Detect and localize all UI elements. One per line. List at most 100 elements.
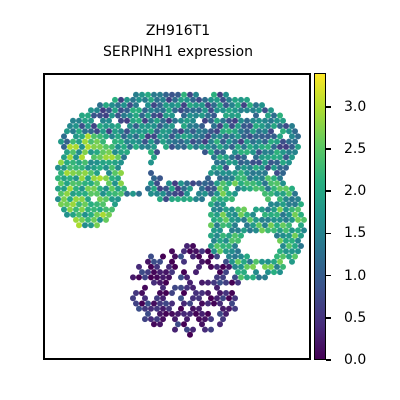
expression-spot bbox=[217, 175, 223, 182]
expression-spot bbox=[235, 143, 241, 150]
expression-spot bbox=[172, 138, 178, 145]
expression-spot bbox=[274, 201, 280, 208]
expression-spot bbox=[283, 248, 289, 255]
expression-spot bbox=[109, 164, 115, 171]
expression-spot bbox=[214, 149, 220, 156]
expression-spot bbox=[184, 284, 190, 291]
expression-spot bbox=[106, 211, 112, 218]
expression-spot bbox=[253, 102, 259, 109]
expression-spot bbox=[283, 164, 289, 171]
expression-spot bbox=[241, 269, 247, 276]
expression-spot bbox=[220, 96, 226, 103]
expression-spot bbox=[289, 237, 295, 244]
expression-spot bbox=[208, 117, 214, 124]
expression-spot bbox=[169, 143, 175, 150]
expression-spot bbox=[217, 300, 223, 307]
expression-spot bbox=[115, 102, 121, 109]
expression-spot bbox=[133, 102, 139, 109]
expression-spot bbox=[229, 206, 235, 213]
expression-spot bbox=[196, 253, 202, 260]
expression-spot bbox=[274, 253, 280, 260]
expression-spot bbox=[295, 227, 301, 234]
expression-spot bbox=[151, 185, 157, 192]
expression-spot bbox=[247, 143, 253, 150]
expression-spot bbox=[238, 128, 244, 135]
expression-spot bbox=[187, 300, 193, 307]
expression-spot bbox=[130, 107, 136, 114]
expression-spot bbox=[130, 138, 136, 145]
expression-spot bbox=[220, 243, 226, 249]
expression-spot bbox=[94, 107, 100, 114]
expression-spot bbox=[172, 96, 178, 103]
expression-spot bbox=[154, 180, 160, 187]
expression-spot bbox=[136, 107, 142, 114]
expression-spot bbox=[268, 128, 274, 135]
expression-spot bbox=[154, 295, 160, 302]
expression-spot bbox=[211, 300, 217, 307]
expression-spot bbox=[205, 112, 211, 119]
expression-spot bbox=[196, 295, 202, 302]
expression-spot bbox=[145, 258, 151, 265]
expression-spot bbox=[253, 258, 259, 265]
expression-spot bbox=[58, 159, 64, 166]
expression-spot bbox=[187, 248, 193, 255]
expression-spot bbox=[235, 227, 241, 234]
expression-spot bbox=[97, 143, 103, 150]
expression-spot bbox=[58, 170, 64, 176]
expression-spot bbox=[208, 232, 214, 239]
expression-spot bbox=[226, 222, 232, 229]
expression-spot bbox=[172, 284, 178, 291]
expression-spot bbox=[145, 112, 151, 119]
expression-spot bbox=[223, 248, 229, 255]
expression-spot bbox=[88, 211, 94, 218]
expression-spot bbox=[88, 138, 94, 145]
expression-spot bbox=[211, 91, 217, 98]
expression-spot bbox=[232, 232, 238, 239]
expression-spot bbox=[208, 243, 214, 249]
expression-spot bbox=[103, 112, 109, 119]
expression-spot bbox=[214, 107, 220, 114]
expression-spot bbox=[229, 290, 235, 296]
expression-spot bbox=[229, 143, 235, 150]
expression-spot bbox=[124, 138, 130, 145]
expression-spot bbox=[157, 102, 163, 109]
expression-spot bbox=[229, 112, 235, 119]
expression-spot bbox=[115, 164, 121, 171]
expression-spot bbox=[208, 128, 214, 135]
expression-spot bbox=[229, 227, 235, 234]
expression-spot bbox=[76, 117, 82, 124]
expression-spot bbox=[166, 305, 172, 312]
expression-spot bbox=[211, 237, 217, 244]
expression-spot bbox=[241, 258, 247, 265]
colorbar-tick bbox=[326, 359, 331, 361]
expression-spot bbox=[172, 190, 178, 197]
expression-spot bbox=[244, 180, 250, 187]
expression-spot bbox=[154, 263, 160, 270]
expression-spot bbox=[268, 149, 274, 156]
expression-spot bbox=[115, 196, 121, 203]
expression-spot bbox=[268, 190, 274, 197]
expression-spot bbox=[127, 123, 133, 129]
expression-spot bbox=[154, 117, 160, 124]
expression-spot bbox=[196, 316, 202, 323]
expression-spot bbox=[214, 211, 220, 218]
expression-spot bbox=[172, 128, 178, 135]
expression-spot bbox=[274, 211, 280, 218]
expression-spot bbox=[103, 133, 109, 140]
expression-spot bbox=[58, 138, 64, 145]
expression-spot bbox=[199, 112, 205, 119]
expression-spot bbox=[109, 154, 115, 161]
expression-spot bbox=[298, 243, 304, 249]
expression-spot bbox=[163, 102, 169, 109]
expression-spot bbox=[220, 201, 226, 208]
expression-spot bbox=[157, 91, 163, 98]
spatial-spot-plot bbox=[55, 91, 307, 338]
expression-spot bbox=[160, 190, 166, 197]
expression-spot bbox=[199, 310, 205, 317]
expression-spot bbox=[136, 305, 142, 312]
expression-spot bbox=[241, 216, 247, 223]
expression-spot bbox=[214, 128, 220, 135]
expression-spot bbox=[106, 159, 112, 166]
expression-spot bbox=[208, 96, 214, 103]
chart-subtitle: SERPINH1 expression bbox=[103, 44, 253, 60]
